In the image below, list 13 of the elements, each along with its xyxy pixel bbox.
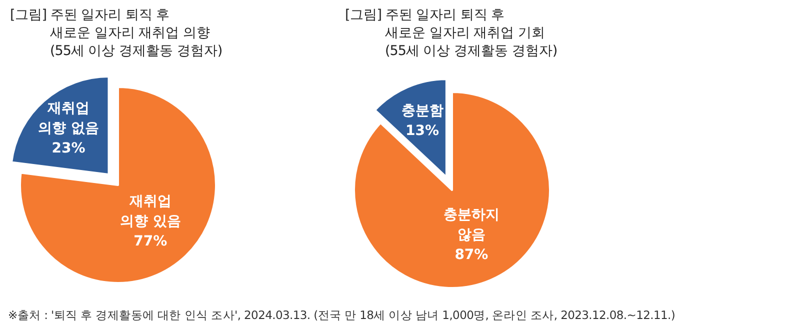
- slice-label: 충분하지 않음: [443, 206, 500, 243]
- data-label: 13%: [406, 123, 440, 140]
- chart-title: [그림] 주된 일자리 퇴직 후 새로운 일자리 재취업 의향: [10, 7, 210, 41]
- chart-subtitle: (55세 이상 경제활동 경험자): [385, 42, 558, 60]
- chart-title: [그림] 주된 일자리 퇴직 후 새로운 일자리 재취업 기회: [345, 7, 545, 41]
- data-label: 87%: [454, 246, 488, 263]
- chart-subtitle: (55세 이상 경제활동 경험자): [50, 42, 222, 60]
- slice-label: 재취업 의향 없음: [38, 100, 99, 137]
- slice-label: 충분함: [401, 103, 444, 120]
- slice-label: 재취업 의향 있음: [120, 194, 181, 230]
- data-label: 77%: [134, 234, 168, 250]
- text: ※출처 : '퇴직 후 경제활동에 대한 인식 조사', 2024.03.13. (전국 만 18세 이상 남녀 1,000명, 온라인 조사, 2023.12.08.~12.11.): [8, 308, 676, 323]
- data-label: 23%: [52, 140, 86, 157]
